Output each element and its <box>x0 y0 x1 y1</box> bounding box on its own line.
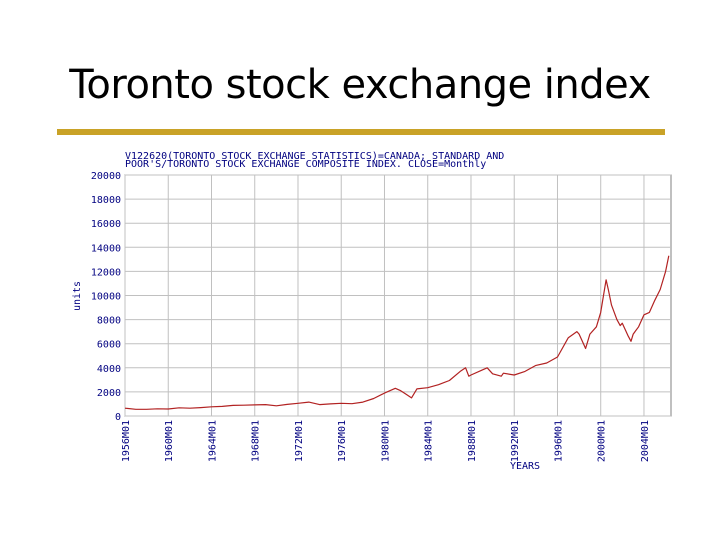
x-tick-label: 1968M01 <box>251 420 262 462</box>
x-tick-label: 2004M01 <box>640 420 651 462</box>
chart-title-line1: V122620(TORONTO STOCK EXCHANGE STATISTIC… <box>125 151 504 162</box>
series-line <box>124 255 670 410</box>
x-tick-label: 1996M01 <box>553 420 564 462</box>
y-tick-label: 18000 <box>91 195 121 206</box>
y-tick-label: 8000 <box>97 316 121 327</box>
chart-title-line2: POOR'S/TORONTO STOCK EXCHANGE COMPOSITE … <box>125 159 486 170</box>
x-tick-label: 1984M01 <box>424 420 435 462</box>
y-tick-label: 14000 <box>91 243 121 254</box>
tick-labels: 0 2000 4000 6000 8000 10000 12000 14000 16000 180… <box>91 171 651 462</box>
x-tick-label: 1976M01 <box>337 420 348 462</box>
x-axis-label: YEARS <box>510 461 540 472</box>
grid-lines <box>124 174 672 417</box>
x-tick-label: 1956M01 <box>121 420 132 462</box>
x-tick-label: 1992M01 <box>510 420 521 462</box>
slide-title: Toronto stock exchange index <box>69 62 651 108</box>
y-axis-label: units <box>72 281 83 311</box>
x-tick-label: 1960M01 <box>164 420 175 462</box>
y-tick-label: 16000 <box>91 219 121 230</box>
y-tick-label: 20000 <box>91 171 121 182</box>
x-tick-label: 1980M01 <box>380 420 391 462</box>
x-tick-label: 2000M01 <box>597 420 608 462</box>
x-tick-label: 1964M01 <box>207 420 218 462</box>
x-tick-label: 1972M01 <box>294 420 305 462</box>
y-tick-label: 6000 <box>97 340 121 351</box>
y-tick-label: 0 <box>115 412 121 423</box>
y-tick-label: 4000 <box>97 364 121 375</box>
y-tick-label: 10000 <box>91 292 121 303</box>
x-tick-label: 1988M01 <box>467 420 478 462</box>
title-divider <box>57 129 665 135</box>
series-layer <box>124 255 670 410</box>
y-tick-label: 2000 <box>97 388 121 399</box>
y-tick-label: 12000 <box>91 267 121 278</box>
